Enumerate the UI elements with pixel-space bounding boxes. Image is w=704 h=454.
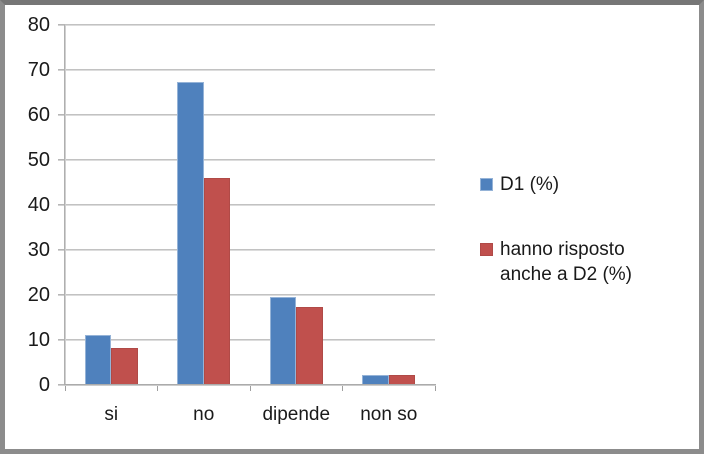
- y-axis-label-10: 10: [27, 329, 50, 351]
- gridline-50: [65, 159, 435, 161]
- y-axis-label-40: 40: [27, 194, 50, 216]
- gridline-30: [65, 249, 435, 251]
- x-axis-tick-1: [157, 385, 158, 391]
- x-axis-tick-0: [64, 385, 66, 391]
- x-axis-tick-2: [249, 385, 251, 391]
- x-axis-tick-3: [342, 385, 343, 391]
- bar-d1-si: [84, 334, 112, 385]
- y-axis-tick-30: [58, 249, 65, 251]
- legend-item-d2: hanno risposto anche a D2 (%): [480, 237, 642, 287]
- y-axis-tick-70: [58, 69, 65, 71]
- x-category-label-dipende: dipende: [262, 404, 331, 425]
- x-category-label-si: si: [104, 404, 119, 425]
- y-axis-tick-40: [58, 204, 65, 206]
- gridline-10: [65, 339, 435, 341]
- y-axis-tick-0: [58, 384, 65, 386]
- legend-item-d1: D1 (%): [480, 172, 642, 197]
- gridline-60: [65, 114, 435, 116]
- bar-d1-dipende: [269, 297, 297, 385]
- legend-swatch-d2: [480, 243, 493, 256]
- chart-legend: D1 (%) hanno risposto anche a D2 (%): [480, 172, 642, 287]
- x-category-label-no: no: [193, 404, 215, 425]
- bar-d1-no: [177, 81, 204, 385]
- y-axis-tick-20: [58, 294, 65, 296]
- legend-label-d1: D1 (%): [500, 174, 560, 195]
- y-axis-label-0: 0: [38, 374, 50, 396]
- y-axis-label-20: 20: [27, 284, 50, 306]
- bar-d2-si: [111, 347, 138, 385]
- y-axis-label-80: 80: [27, 14, 50, 36]
- gridline-80: [65, 24, 435, 26]
- y-axis-tick-60: [58, 114, 65, 116]
- y-axis-tick-80: [58, 24, 65, 26]
- x-axis-line: [64, 384, 436, 386]
- legend-swatch-d1: [480, 178, 493, 191]
- y-axis-line: [64, 25, 66, 385]
- y-axis-label-50: 50: [27, 149, 50, 171]
- x-axis-tick-4: [434, 385, 436, 391]
- bar-d2-dipende: [296, 307, 323, 385]
- y-axis-label-70: 70: [27, 59, 50, 81]
- legend-label-d2: hanno risposto anche a D2 (%): [500, 239, 633, 285]
- bar-d2-no: [203, 178, 231, 385]
- y-axis-label-60: 60: [27, 104, 50, 126]
- gridline-70: [65, 69, 435, 71]
- gridline-40: [65, 204, 435, 206]
- y-axis-tick-10: [58, 339, 65, 341]
- y-axis-label-30: 30: [27, 239, 50, 261]
- y-axis-tick-50: [58, 159, 65, 161]
- gridline-20: [65, 294, 435, 296]
- x-category-label-non-so: non so: [360, 404, 418, 425]
